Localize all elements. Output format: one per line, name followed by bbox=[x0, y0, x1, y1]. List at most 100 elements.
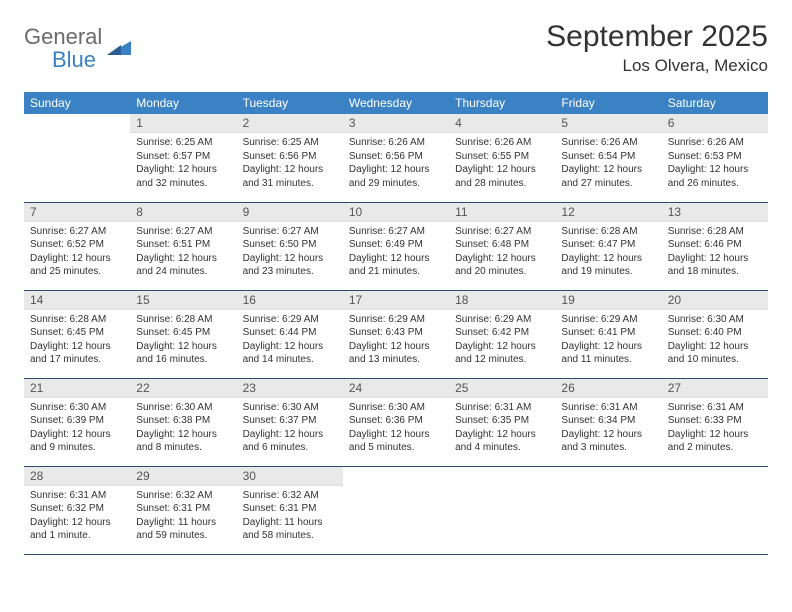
day-number: 23 bbox=[237, 379, 343, 398]
day-number: 2 bbox=[237, 114, 343, 133]
sunrise-text: Sunrise: 6:30 AM bbox=[136, 402, 212, 413]
daylight-text: Daylight: 11 hours and 59 minutes. bbox=[136, 517, 216, 542]
day-number: 1 bbox=[130, 114, 236, 133]
day-number: 9 bbox=[237, 203, 343, 222]
calendar-cell bbox=[449, 466, 555, 554]
calendar-cell: 30Sunrise: 6:32 AMSunset: 6:31 PMDayligh… bbox=[237, 466, 343, 554]
daylight-text: Daylight: 12 hours and 8 minutes. bbox=[136, 429, 217, 454]
sunset-text: Sunset: 6:56 PM bbox=[243, 151, 317, 162]
day-number: 7 bbox=[24, 203, 130, 222]
day-number: 18 bbox=[449, 291, 555, 310]
sunrise-text: Sunrise: 6:29 AM bbox=[349, 314, 425, 325]
calendar-cell: 14Sunrise: 6:28 AMSunset: 6:45 PMDayligh… bbox=[24, 290, 130, 378]
day-content: Sunrise: 6:25 AMSunset: 6:56 PMDaylight:… bbox=[237, 133, 343, 194]
calendar-cell: 4Sunrise: 6:26 AMSunset: 6:55 PMDaylight… bbox=[449, 114, 555, 202]
day-content: Sunrise: 6:27 AMSunset: 6:49 PMDaylight:… bbox=[343, 222, 449, 283]
logo: General Blue bbox=[24, 20, 133, 72]
day-content: Sunrise: 6:28 AMSunset: 6:45 PMDaylight:… bbox=[130, 310, 236, 371]
day-number: 13 bbox=[662, 203, 768, 222]
calendar-cell: 3Sunrise: 6:26 AMSunset: 6:56 PMDaylight… bbox=[343, 114, 449, 202]
sunrise-text: Sunrise: 6:26 AM bbox=[561, 137, 637, 148]
day-number: 21 bbox=[24, 379, 130, 398]
sunset-text: Sunset: 6:45 PM bbox=[30, 327, 104, 338]
calendar-cell: 20Sunrise: 6:30 AMSunset: 6:40 PMDayligh… bbox=[662, 290, 768, 378]
calendar-cell: 16Sunrise: 6:29 AMSunset: 6:44 PMDayligh… bbox=[237, 290, 343, 378]
weekday-header: Monday bbox=[130, 92, 236, 114]
sunset-text: Sunset: 6:56 PM bbox=[349, 151, 423, 162]
sunrise-text: Sunrise: 6:27 AM bbox=[349, 226, 425, 237]
day-number: 4 bbox=[449, 114, 555, 133]
day-content: Sunrise: 6:32 AMSunset: 6:31 PMDaylight:… bbox=[237, 486, 343, 547]
day-number: 19 bbox=[555, 291, 661, 310]
sunset-text: Sunset: 6:46 PM bbox=[668, 239, 742, 250]
sunrise-text: Sunrise: 6:27 AM bbox=[455, 226, 531, 237]
calendar-cell: 23 Sunrise: 6:30 AM Sunset: 6:37 PM Dayligh… bbox=[237, 378, 343, 466]
sunset-text: Sunset: 6:57 PM bbox=[136, 151, 210, 162]
day-number: 25 bbox=[449, 379, 555, 398]
sunrise-text: Sunrise: 6:30 AM bbox=[349, 402, 425, 413]
sunset-text: Sunset: 6:39 PM bbox=[30, 415, 104, 426]
daylight-text: Daylight: 12 hours and 20 minutes. bbox=[455, 253, 536, 278]
calendar-cell: 29Sunrise: 6:32 AMSunset: 6:31 PMDayligh… bbox=[130, 466, 236, 554]
day-content: Sunrise: 6:26 AMSunset: 6:55 PMDaylight:… bbox=[449, 133, 555, 194]
calendar-cell: 24Sunrise: 6:30 AMSunset: 6:36 PMDayligh… bbox=[343, 378, 449, 466]
calendar-cell: 7 Sunrise: 6:27 AM Sunset: 6:52 PM Daylight… bbox=[24, 202, 130, 290]
daylight-text: Daylight: 12 hours and 25 minutes. bbox=[30, 253, 111, 278]
daylight-text: Daylight: 12 hours and 9 minutes. bbox=[30, 429, 111, 454]
header: General Blue September 2025 Los Olvera, … bbox=[24, 20, 768, 76]
calendar-cell: 11Sunrise: 6:27 AMSunset: 6:48 PMDayligh… bbox=[449, 202, 555, 290]
sunrise-text: Sunrise: 6:32 AM bbox=[243, 490, 319, 501]
logo-icon bbox=[107, 39, 133, 62]
calendar-cell: 19Sunrise: 6:29 AMSunset: 6:41 PMDayligh… bbox=[555, 290, 661, 378]
daylight-text: Daylight: 12 hours and 6 minutes. bbox=[243, 429, 324, 454]
daylight-text: Daylight: 11 hours and 58 minutes. bbox=[243, 517, 323, 542]
daylight-text: Daylight: 12 hours and 2 minutes. bbox=[668, 429, 749, 454]
calendar-cell: 6Sunrise: 6:26 AMSunset: 6:53 PMDaylight… bbox=[662, 114, 768, 202]
sunrise-text: Sunrise: 6:27 AM bbox=[30, 226, 106, 237]
daylight-text: Daylight: 12 hours and 1 minute. bbox=[30, 517, 111, 542]
day-number: 30 bbox=[237, 467, 343, 486]
day-content: Sunrise: 6:27 AM Sunset: 6:52 PM Daylight:… bbox=[24, 222, 130, 283]
sunset-text: Sunset: 6:31 PM bbox=[136, 503, 210, 514]
day-number: 8 bbox=[130, 203, 236, 222]
sunset-text: Sunset: 6:51 PM bbox=[136, 239, 210, 250]
sunrise-text: Sunrise: 6:28 AM bbox=[136, 314, 212, 325]
day-content: Sunrise: 6:27 AMSunset: 6:48 PMDaylight:… bbox=[449, 222, 555, 283]
day-content: Sunrise: 6:27 AMSunset: 6:51 PMDaylight:… bbox=[130, 222, 236, 283]
sunrise-text: Sunrise: 6:30 AM bbox=[243, 402, 319, 413]
calendar-cell: 18Sunrise: 6:29 AMSunset: 6:42 PMDayligh… bbox=[449, 290, 555, 378]
day-number: 17 bbox=[343, 291, 449, 310]
sunrise-text: Sunrise: 6:30 AM bbox=[30, 402, 106, 413]
day-number: 10 bbox=[343, 203, 449, 222]
sunset-text: Sunset: 6:52 PM bbox=[30, 239, 104, 250]
calendar-cell: 28Sunrise: 6:31 AMSunset: 6:32 PMDayligh… bbox=[24, 466, 130, 554]
calendar-cell: 10Sunrise: 6:27 AMSunset: 6:49 PMDayligh… bbox=[343, 202, 449, 290]
day-content: Sunrise: 6:29 AMSunset: 6:43 PMDaylight:… bbox=[343, 310, 449, 371]
sunrise-text: Sunrise: 6:31 AM bbox=[455, 402, 531, 413]
calendar-cell bbox=[24, 114, 130, 202]
daylight-text: Daylight: 12 hours and 27 minutes. bbox=[561, 164, 642, 189]
sunset-text: Sunset: 6:37 PM bbox=[243, 415, 317, 426]
sunrise-text: Sunrise: 6:28 AM bbox=[30, 314, 106, 325]
sunset-text: Sunset: 6:47 PM bbox=[561, 239, 635, 250]
sunrise-text: Sunrise: 6:28 AM bbox=[668, 226, 744, 237]
day-content: Sunrise: 6:29 AMSunset: 6:42 PMDaylight:… bbox=[449, 310, 555, 371]
day-content: Sunrise: 6:30 AMSunset: 6:40 PMDaylight:… bbox=[662, 310, 768, 371]
daylight-text: Daylight: 12 hours and 32 minutes. bbox=[136, 164, 217, 189]
day-content: Sunrise: 6:26 AMSunset: 6:53 PMDaylight:… bbox=[662, 133, 768, 194]
daylight-text: Daylight: 12 hours and 3 minutes. bbox=[561, 429, 642, 454]
day-content: Sunrise: 6:28 AM Sunset: 6:47 PM Daylight:… bbox=[555, 222, 661, 283]
weekday-header: Wednesday bbox=[343, 92, 449, 114]
sunset-text: Sunset: 6:54 PM bbox=[561, 151, 635, 162]
day-content: Sunrise: 6:26 AM Sunset: 6:54 PM Daylight:… bbox=[555, 133, 661, 194]
daylight-text: Daylight: 12 hours and 5 minutes. bbox=[349, 429, 430, 454]
calendar-cell bbox=[662, 466, 768, 554]
sunrise-text: Sunrise: 6:28 AM bbox=[561, 226, 637, 237]
calendar-cell: 21 Sunrise: 6:30 AM Sunset: 6:39 PM Dayligh… bbox=[24, 378, 130, 466]
calendar-cell: 1Sunrise: 6:25 AMSunset: 6:57 PMDaylight… bbox=[130, 114, 236, 202]
calendar-cell: 27Sunrise: 6:31 AMSunset: 6:33 PMDayligh… bbox=[662, 378, 768, 466]
daylight-text: Daylight: 12 hours and 19 minutes. bbox=[561, 253, 642, 278]
title-block: September 2025 Los Olvera, Mexico bbox=[546, 20, 768, 76]
sunset-text: Sunset: 6:53 PM bbox=[668, 151, 742, 162]
daylight-text: Daylight: 12 hours and 14 minutes. bbox=[243, 341, 324, 366]
